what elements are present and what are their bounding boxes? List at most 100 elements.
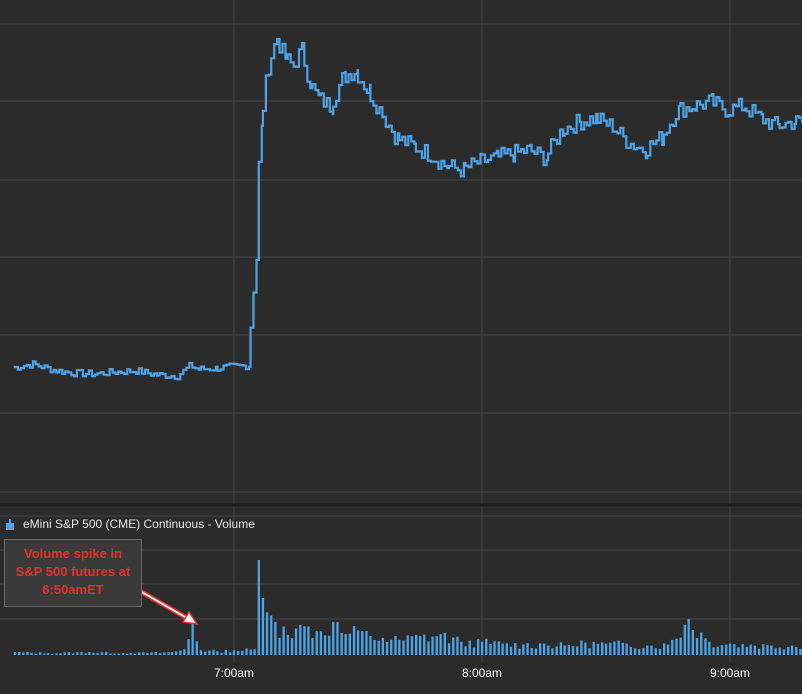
volume-spike-annotation: Volume spike in S&P 500 futures at 6:50a… — [4, 539, 142, 607]
volume-bar-11 — [59, 653, 62, 655]
volume-bar-67 — [290, 638, 294, 655]
volume-bar-133 — [563, 645, 566, 655]
volume-bar-108 — [460, 641, 463, 655]
volume-bar-121 — [514, 643, 517, 655]
volume-bar-185 — [778, 647, 781, 655]
volume-bar-189 — [795, 646, 798, 655]
volume-bar-13 — [67, 652, 71, 655]
volume-bar-97 — [415, 634, 418, 655]
volume-bar-161 — [679, 637, 682, 655]
volume-bar-109 — [464, 646, 467, 655]
volume-bar-131 — [555, 646, 558, 655]
volume-bar-23 — [109, 653, 112, 655]
volume-legend: eMini S&P 500 (CME) Continuous - Volume — [6, 516, 255, 532]
volume-bar-50 — [220, 652, 223, 655]
volume-bar-162 — [683, 624, 686, 655]
volume-bar-184 — [774, 648, 777, 655]
volume-bar-14 — [72, 653, 75, 655]
volume-bar-80 — [344, 634, 347, 655]
volume-bar-68 — [294, 628, 298, 655]
volume-bar-147 — [621, 642, 624, 655]
volume-bar-136 — [576, 646, 579, 655]
volume-bar-88 — [377, 640, 380, 655]
volume-bar-16 — [80, 652, 83, 655]
volume-bar-47 — [208, 650, 211, 655]
volume-bar-69 — [299, 624, 302, 655]
volume-bar-76 — [328, 635, 331, 655]
volume-bar-166 — [700, 632, 703, 655]
volume-bar-74 — [319, 631, 322, 656]
volume-bar-118 — [501, 643, 504, 655]
volume-bar-55 — [241, 650, 244, 655]
volume-bar-20 — [96, 652, 99, 655]
volume-bar-66 — [286, 634, 289, 655]
volume-bar-171 — [720, 645, 724, 655]
x-tick-label-0: 7:00am — [214, 666, 254, 680]
volume-bar-70 — [303, 626, 306, 655]
volume-bar-39 — [175, 651, 178, 655]
volume-bar-6 — [39, 652, 42, 655]
annotation-line-2: S&P 500 futures at — [15, 564, 131, 579]
volume-bar-91 — [390, 639, 393, 655]
volume-bar-190 — [799, 648, 802, 655]
volume-bar-52 — [228, 652, 232, 655]
volume-bar-124 — [526, 643, 529, 655]
volume-bar-152 — [642, 648, 645, 655]
volume-bar-169 — [712, 647, 715, 655]
volume-bar-8 — [46, 653, 50, 655]
volume-bar-31 — [142, 652, 145, 655]
x-tick-label-2: 9:00am — [710, 666, 750, 680]
volume-bar-96 — [410, 636, 414, 655]
volume-bar-7 — [43, 653, 46, 655]
volume-bar-49 — [216, 651, 219, 655]
volume-bar-98 — [418, 636, 422, 655]
volume-bar-35 — [158, 652, 162, 655]
volume-bar-64 — [278, 637, 281, 655]
volume-bar-29 — [133, 653, 136, 655]
volume-bar-12 — [63, 652, 66, 655]
volume-bar-3 — [26, 652, 29, 655]
volume-bar-43 — [191, 623, 194, 655]
volume-bar-143 — [604, 643, 608, 655]
volume-bar-57 — [249, 649, 252, 655]
volume-bar-101 — [431, 636, 434, 655]
volume-bar-155 — [654, 648, 657, 655]
volume-bar-90 — [385, 642, 389, 655]
volume-bar-135 — [571, 646, 575, 655]
annotation-line-3: 6:50amET — [42, 582, 104, 597]
volume-bar-168 — [708, 641, 711, 655]
volume-bar-25 — [117, 653, 120, 655]
volume-bar-93 — [398, 639, 401, 655]
volume-bar-167 — [704, 638, 707, 655]
volume-bar-122 — [518, 648, 521, 655]
volume-bar-22 — [105, 651, 108, 655]
volume-bar-27 — [126, 653, 129, 655]
volume-bar-45 — [199, 650, 203, 656]
volume-bar-150 — [633, 648, 637, 655]
volume-bar-44 — [195, 641, 198, 655]
volume-bar-159 — [671, 639, 674, 655]
volume-bar-41 — [183, 649, 186, 655]
volume-bar-154 — [650, 645, 653, 655]
volume-bar-82 — [352, 626, 356, 655]
volume-bar-187 — [787, 646, 790, 655]
volume-bar-139 — [588, 648, 591, 655]
volume-bar-92 — [394, 636, 397, 655]
volume-bar-28 — [129, 653, 132, 655]
volume-bar-73 — [315, 631, 318, 655]
volume-bar-134 — [567, 645, 570, 655]
volume-bar-36 — [163, 652, 166, 655]
volume-bar-188 — [790, 645, 794, 655]
volume-bar-170 — [716, 646, 719, 655]
volume-bar-146 — [617, 640, 620, 655]
volume-bar-179 — [753, 645, 756, 655]
volume-bar-33 — [150, 652, 153, 655]
volume-bar-104 — [443, 632, 446, 655]
volume-bar-183 — [770, 645, 773, 655]
volume-bar-77 — [332, 621, 335, 656]
volume-bar-100 — [427, 641, 430, 655]
volume-bar-112 — [477, 638, 480, 655]
volume-bar-130 — [551, 648, 554, 655]
annotation-arrow-head — [181, 610, 199, 625]
